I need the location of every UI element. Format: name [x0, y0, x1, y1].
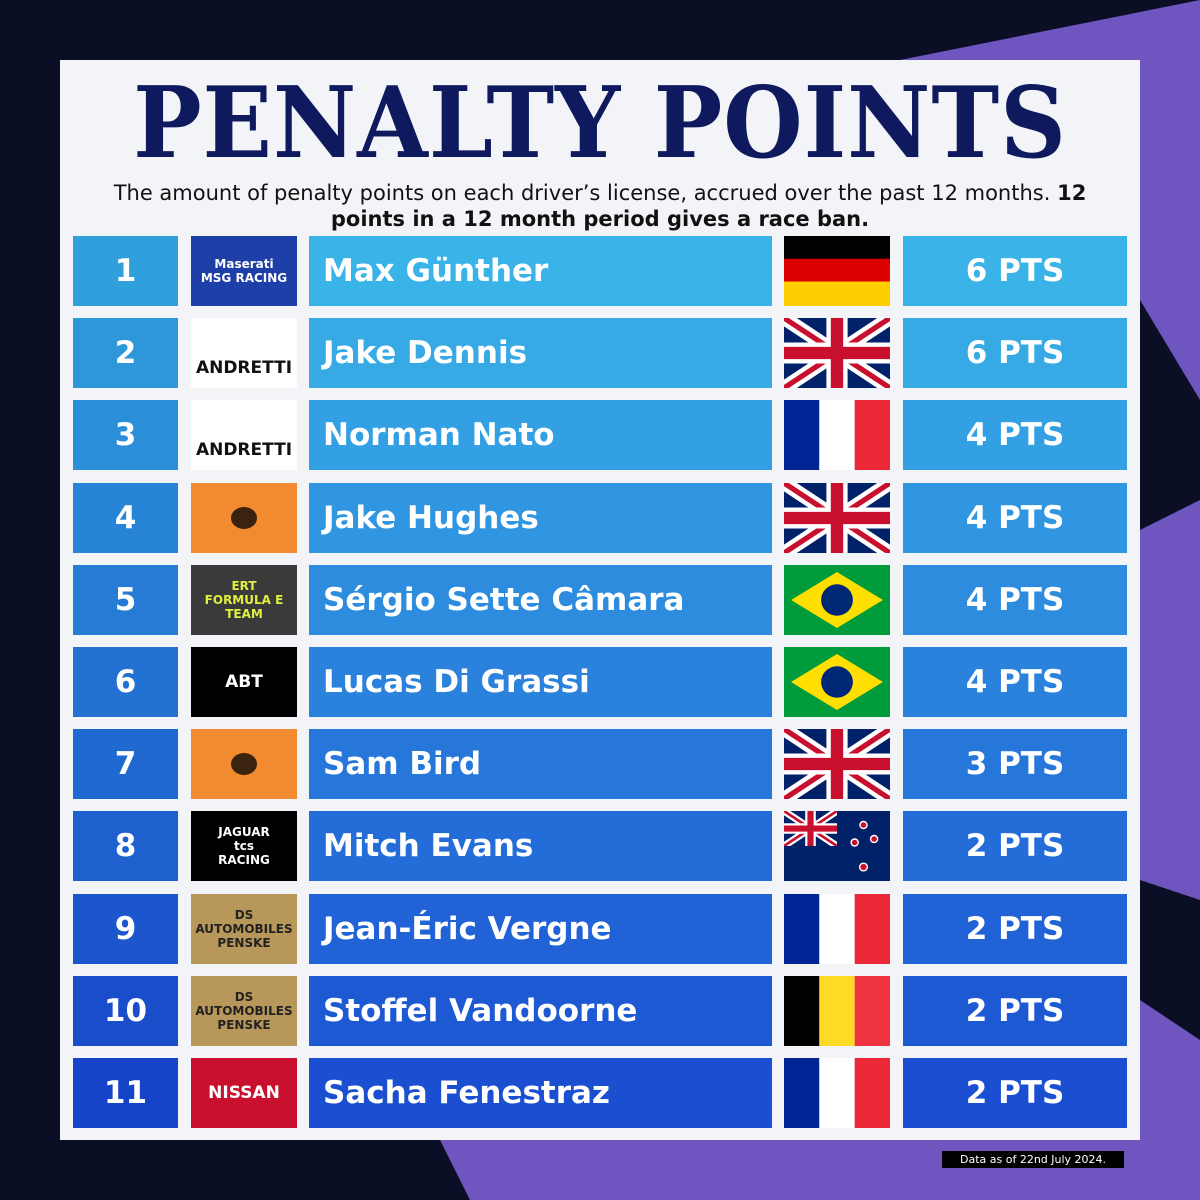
driver-name: Stoffel Vandoorne	[309, 975, 772, 1046]
subtitle-text: The amount of penalty points on each dri…	[113, 181, 1051, 205]
driver-name: Jake Hughes	[309, 482, 772, 553]
purple-shape	[1140, 500, 1200, 900]
flag-cell	[784, 893, 890, 964]
team-logo	[191, 482, 297, 553]
points: 6 PTS	[903, 236, 1127, 306]
flag-cell	[784, 482, 890, 553]
team-logo-text: ANDRETTI	[195, 440, 293, 461]
driver-name: Sérgio Sette Câmara	[309, 564, 772, 635]
team-logo: ABT	[191, 647, 297, 717]
logo-icon	[231, 506, 257, 529]
flag	[784, 975, 890, 1046]
driver-name: Sam Bird	[309, 729, 772, 800]
rank: 4	[73, 482, 178, 553]
rank: 10	[73, 975, 178, 1046]
flag	[784, 811, 890, 882]
team-logo-text: tcs	[234, 839, 254, 854]
rank: 11	[73, 1058, 178, 1128]
subtitle-bold: 12 points in a 12 month period gives a r…	[330, 181, 1087, 231]
team-logo-text: RACING	[218, 853, 270, 868]
team-logo-text: Maserati	[214, 257, 274, 271]
flag	[784, 400, 890, 471]
team-logo: ANDRETTI	[191, 318, 297, 389]
flag	[784, 893, 890, 964]
team-logo-text: JAGUAR	[218, 825, 270, 840]
team-logo-text: FORMULA E TEAM	[204, 592, 284, 621]
rank: 7	[73, 729, 178, 800]
flag	[784, 318, 890, 389]
driver-name: Sacha Fenestraz	[309, 1058, 772, 1128]
team-logo-text: ANDRETTI	[195, 358, 293, 379]
flag-cell	[784, 318, 890, 389]
team-logo	[191, 729, 297, 800]
points: 6 PTS	[903, 318, 1127, 389]
flag-cell	[784, 400, 890, 471]
team-logo: ANDRETTI	[191, 400, 297, 471]
flag	[784, 1058, 890, 1128]
team-logo-text: ERT	[231, 578, 257, 593]
driver-name: Max Günther	[309, 236, 772, 306]
subtitle: The amount of penalty points on each dri…	[110, 180, 1090, 232]
rank: 8	[73, 811, 178, 882]
team-logo: ERT FORMULA E TEAM	[191, 564, 297, 635]
driver-name: Jean-Éric Vergne	[309, 893, 772, 964]
team-logo: DS AUTOMOBILES PENSKE	[191, 893, 297, 964]
team-logo-text: PENSKE	[217, 935, 271, 950]
driver-name: Jake Dennis	[309, 318, 772, 389]
team-logo: NISSAN	[191, 1058, 297, 1128]
rank: 1	[73, 236, 178, 306]
team-logo-text: PENSKE	[217, 1017, 271, 1032]
flag-cell	[784, 975, 890, 1046]
points: 4 PTS	[903, 564, 1127, 635]
team-logo-text: DS AUTOMOBILES	[195, 989, 293, 1018]
flag-cell	[784, 811, 890, 882]
points: 2 PTS	[903, 1058, 1127, 1128]
rank: 6	[73, 647, 178, 717]
points: 4 PTS	[903, 647, 1127, 717]
footnote: Data as of 22nd July 2024.	[942, 1151, 1125, 1168]
title: PENALTY POINTS	[133, 66, 1067, 181]
rank: 5	[73, 564, 178, 635]
flag	[784, 236, 890, 306]
rank: 3	[73, 400, 178, 471]
points: 4 PTS	[903, 482, 1127, 553]
flag	[784, 482, 890, 553]
team-logo-text: DS AUTOMOBILES	[195, 907, 293, 936]
purple-shape	[900, 0, 1200, 400]
team-logo-text: MSG RACING	[200, 271, 288, 285]
rank: 2	[73, 318, 178, 389]
flag-cell	[784, 236, 890, 306]
team-logo: DS AUTOMOBILES PENSKE	[191, 975, 297, 1046]
flag	[784, 647, 890, 717]
driver-name: Norman Nato	[309, 400, 772, 471]
points: 3 PTS	[903, 729, 1127, 800]
logo-icon	[231, 753, 257, 776]
rank: 9	[73, 893, 178, 964]
team-logo: JAGUAR tcs RACING	[191, 811, 297, 882]
team-logo-text: NISSAN	[208, 1083, 280, 1103]
team-logo: Maserati MSG RACING	[191, 236, 297, 306]
driver-name: Mitch Evans	[309, 811, 772, 882]
flag-cell	[784, 729, 890, 800]
flag	[784, 729, 890, 800]
points: 2 PTS	[903, 975, 1127, 1046]
purple-shape	[440, 1000, 1200, 1200]
team-logo-text: ABT	[225, 672, 263, 692]
flag	[784, 564, 890, 635]
points: 2 PTS	[903, 811, 1127, 882]
points: 2 PTS	[903, 893, 1127, 964]
flag-cell	[784, 564, 890, 635]
flag-cell	[784, 1058, 890, 1128]
driver-name: Lucas Di Grassi	[309, 647, 772, 717]
flag-cell	[784, 647, 890, 717]
points: 4 PTS	[903, 400, 1127, 471]
